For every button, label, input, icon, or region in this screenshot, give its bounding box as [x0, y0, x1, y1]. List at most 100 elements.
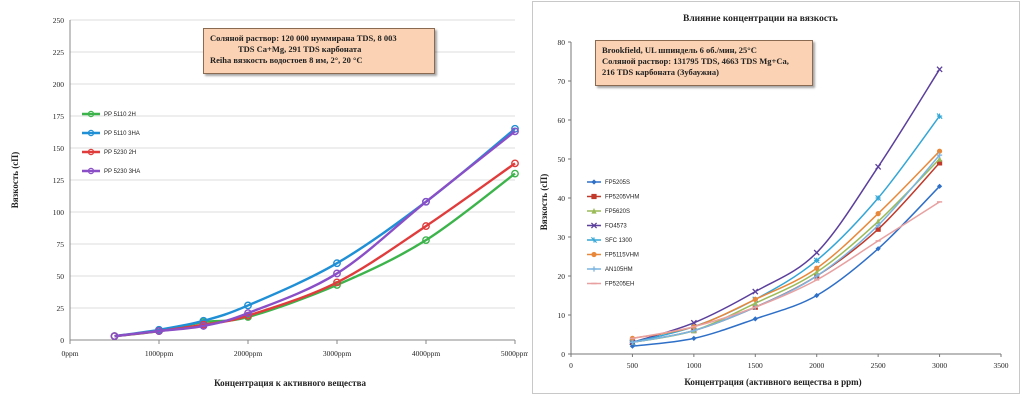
y-tick-label: 25 — [57, 304, 65, 313]
left-annotation-box: Соляной раствор: 120 000 нуммирана TDS, … — [203, 28, 435, 74]
y-axis-title: Вязкость (сП) — [539, 174, 549, 230]
series-line-6 — [632, 154, 941, 344]
y-tick-label: 50 — [57, 272, 65, 281]
y-tick-label: 10 — [558, 311, 566, 320]
legend-label-2: FP5620S — [605, 209, 630, 215]
left-annotation-line-1: Соляной раствор: 120 000 нуммирана TDS, … — [210, 33, 397, 43]
data-point — [936, 155, 943, 162]
data-point — [814, 292, 820, 299]
data-point — [875, 163, 882, 170]
data-point — [422, 236, 430, 245]
right-annotation-line-1: Brookfield, UL шпиндель 6 об./мин, 25°C — [602, 45, 757, 55]
x-tick-label: 4000ppm — [412, 349, 441, 358]
data-point — [110, 332, 119, 341]
series-line-0 — [114, 172, 516, 338]
y-tick-label: 200 — [53, 80, 65, 89]
legend-marker-4 — [591, 237, 597, 243]
legend-marker-5 — [591, 251, 597, 258]
data-point — [752, 316, 758, 322]
data-point — [936, 66, 943, 73]
legend-label-3: PP 5230 3HA — [104, 169, 140, 175]
series-line-3 — [114, 130, 516, 338]
data-point — [813, 257, 820, 264]
y-tick-label: 225 — [53, 48, 65, 57]
data-point — [244, 301, 252, 310]
data-point — [691, 328, 697, 334]
data-point — [875, 222, 881, 228]
x-axis-title: Концентрация к активного вещества — [214, 378, 366, 388]
data-point — [936, 183, 943, 189]
series-line-1 — [114, 127, 516, 338]
legend-label-1: PP 5110 3HA — [104, 131, 140, 137]
data-point — [691, 335, 697, 341]
data-point — [155, 327, 163, 335]
data-point — [422, 222, 430, 230]
series-line-2 — [632, 158, 941, 344]
data-point — [875, 218, 881, 224]
legend-marker-2 — [87, 148, 95, 156]
data-point — [511, 169, 519, 178]
y-tick-label: 0 — [561, 350, 565, 359]
left-annotation-line-3: Reiha вязкость водостоев 8 им, 2°, 20 °C — [210, 55, 363, 65]
x-tick-label: 3500 — [994, 361, 1009, 370]
right-annotation-box: Brookfield, UL шпиндель 6 об./мин, 25°C … — [595, 40, 813, 86]
legend-marker-0 — [87, 110, 95, 118]
left-annotation-line-2: TDS Ca+Mg, 291 TDS карбоната — [238, 44, 362, 54]
data-point — [511, 159, 519, 168]
series-line-0 — [632, 185, 941, 347]
y-tick-label: 80 — [558, 38, 566, 47]
data-point — [813, 249, 820, 256]
y-tick-label: 60 — [558, 116, 566, 125]
data-point — [333, 269, 341, 278]
x-axis-title: Концентрация (активного вещества в ppm) — [684, 377, 861, 387]
data-point — [629, 339, 636, 345]
legend-label-7: FP5205EH — [605, 282, 634, 288]
right-chart-svg: 0 10 20 30 40 50 60 70 80 0 500 1000 1500 2000 2500 300… — [539, 38, 1009, 387]
legend-marker-0 — [591, 179, 597, 185]
y-tick-label: 50 — [558, 155, 566, 164]
y-tick-label: 125 — [53, 176, 65, 185]
right-annotation-line-2: Соляной раствор: 131795 TDS, 4663 TDS Mg… — [602, 56, 789, 66]
x-tick-label: 0ppm — [61, 349, 78, 358]
right-chart-title: Влияние концентрации на вязкость — [683, 14, 838, 24]
legend-marker-6 — [591, 266, 597, 272]
y-tick-label: 75 — [57, 240, 65, 249]
data-point — [333, 259, 341, 268]
legend-label-0: PP 5110 2H — [104, 112, 136, 118]
y-axis-title: Вязкость (сП) — [10, 152, 20, 208]
data-point — [814, 269, 820, 275]
left-chart-panel: 0 25 50 75 100 125 150 175 200 225 250 0ppm 1000ppm 2… — [10, 16, 528, 388]
x-tick-label: 1000 — [686, 361, 701, 370]
y-tick-label: 250 — [53, 16, 65, 25]
data-point — [752, 300, 758, 306]
data-point — [875, 211, 881, 217]
legend-label-3: FO4573 — [605, 224, 627, 230]
legend-label-4: SFC 1300 — [605, 238, 633, 244]
data-point — [333, 278, 341, 287]
data-point — [814, 265, 820, 271]
x-tick-label: 3000ppm — [323, 349, 352, 358]
legend-marker-1 — [87, 129, 95, 137]
data-point — [422, 197, 430, 206]
data-point — [752, 288, 759, 295]
x-tick-label: 500 — [627, 361, 639, 370]
data-point — [875, 246, 881, 252]
data-point — [936, 148, 943, 154]
right-annotation-line-3: 216 TDS карбоната (Зубаужиа) — [602, 67, 719, 77]
y-tick-label: 100 — [53, 208, 65, 217]
series-line-7 — [632, 201, 940, 340]
legend-label-2: PP 5230 2H — [104, 150, 136, 156]
x-tick-label: 0 — [569, 361, 573, 370]
data-point — [244, 309, 252, 318]
x-tick-label: 2000ppm — [234, 349, 263, 358]
data-point — [936, 152, 943, 158]
data-point — [752, 296, 758, 302]
legend-label-0: FP5205S — [605, 180, 630, 186]
x-tick-label: 1000ppm — [145, 349, 174, 358]
x-tick-label: 1500 — [748, 361, 763, 370]
legend-marker-3 — [590, 222, 598, 229]
y-tick-label: 20 — [558, 272, 566, 281]
y-tick-label: 175 — [53, 112, 65, 121]
data-point — [814, 273, 820, 279]
legend-marker-1 — [591, 193, 597, 200]
